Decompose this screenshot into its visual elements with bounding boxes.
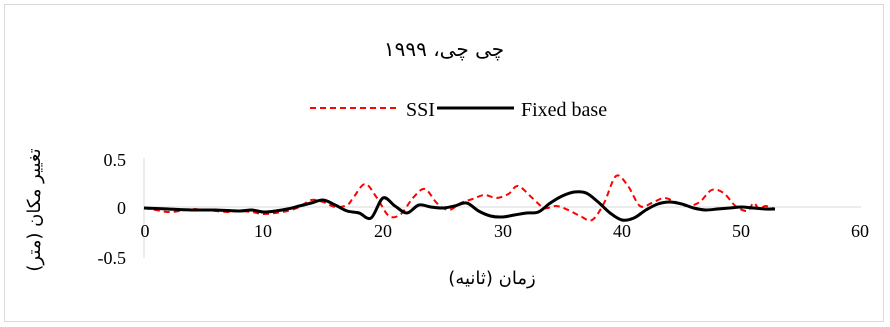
- legend-ssi-label: SSI: [406, 99, 435, 121]
- x-tick-label-10: 10: [254, 221, 272, 241]
- x-tick-label-60: 60: [851, 221, 869, 241]
- y-axis-title: تغییر مکان (متر): [24, 148, 45, 271]
- x-tick-label-20: 20: [374, 221, 392, 241]
- x-tick-label-30: 30: [494, 221, 512, 241]
- chart-frame: [4, 4, 884, 322]
- legend: SSI Fixed base: [310, 99, 607, 121]
- y-tick-label-0: 0: [117, 198, 126, 218]
- chart-title: چی چی، ۱۹۹۹: [384, 37, 504, 61]
- x-tick-label-50: 50: [732, 221, 750, 241]
- x-axis-title: زمان (ثانیه): [448, 268, 535, 289]
- x-tick-label-0: 0: [141, 221, 150, 241]
- y-tick-label-0.5: 0.5: [104, 150, 127, 170]
- y-tick-label-minus-0.5: -0.5: [98, 248, 127, 268]
- legend-fixed-base-label: Fixed base: [521, 99, 607, 121]
- series-line-ssi: [143, 174, 776, 222]
- series-line-fixed-base: [143, 190, 775, 222]
- x-tick-label-40: 40: [613, 221, 631, 241]
- plot-area: [143, 174, 776, 222]
